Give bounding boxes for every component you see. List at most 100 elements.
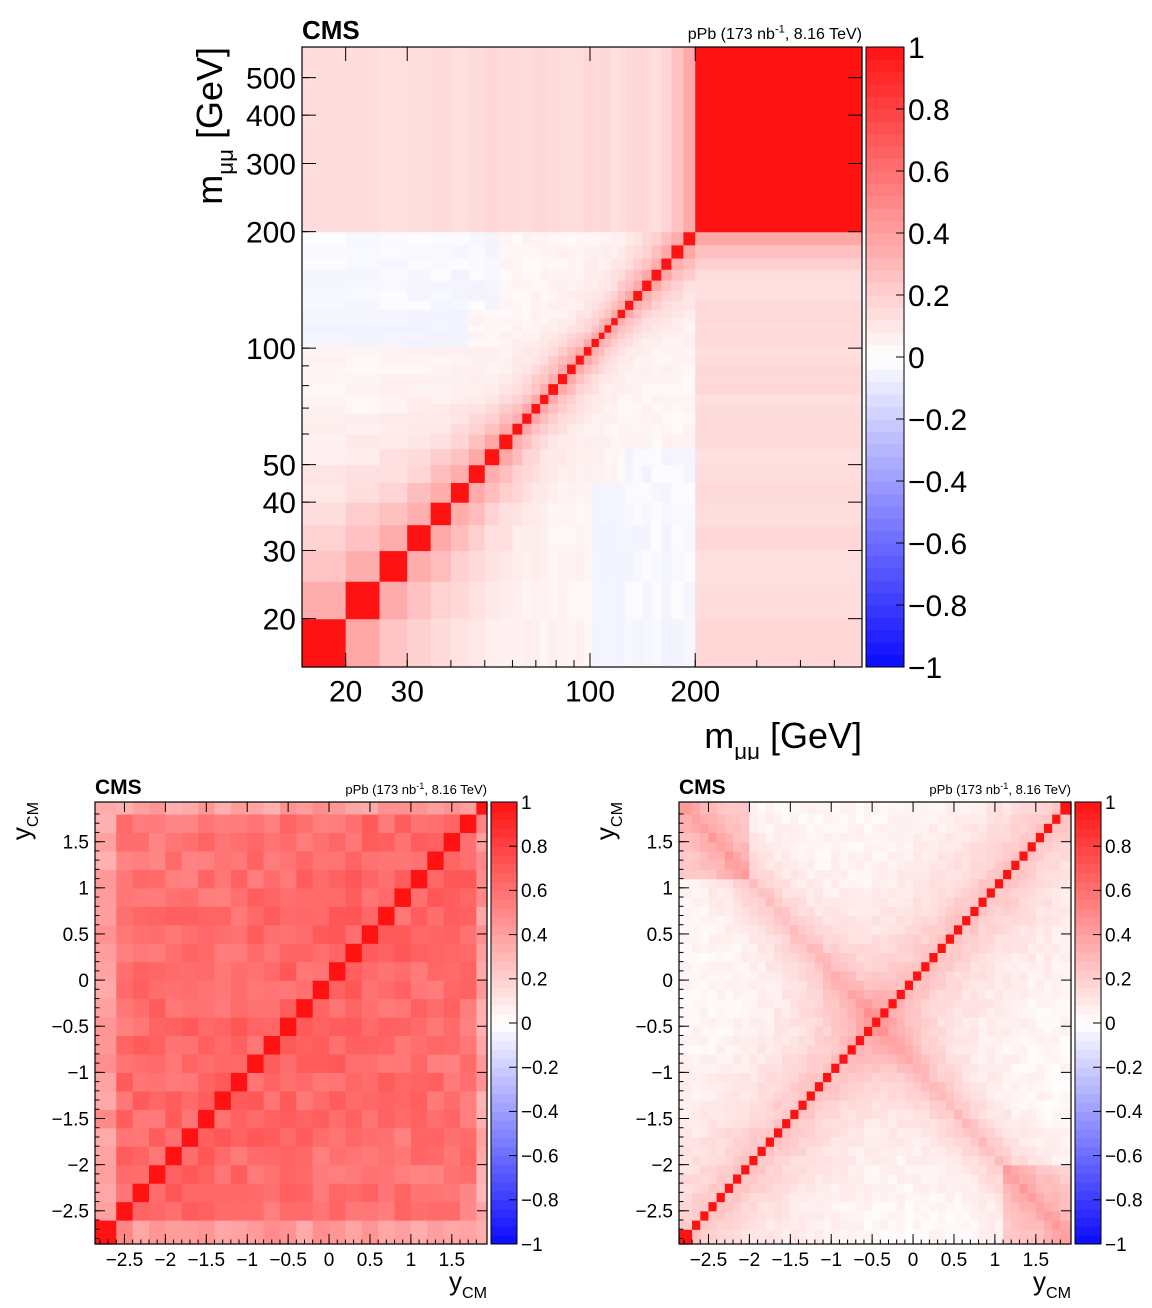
heatmap-cell (345, 1201, 363, 1221)
heatmap-cell (499, 363, 514, 375)
heatmap-cell (468, 257, 486, 270)
heatmap-cell (625, 550, 634, 582)
heatmap-cell (1003, 1081, 1012, 1092)
heatmap-cell (443, 1146, 461, 1166)
heatmap-cell (708, 989, 718, 1000)
heatmap-cell (591, 309, 600, 319)
heatmap-cell (1035, 1201, 1045, 1212)
heatmap-cell (733, 1210, 742, 1221)
heatmap-cell (651, 550, 662, 582)
heatmap-cell (994, 1173, 1004, 1184)
heatmap-cell (700, 924, 710, 935)
heatmap-cell (773, 832, 783, 843)
heatmap-cell (695, 464, 863, 483)
heatmap-cell (651, 464, 662, 483)
heatmap-cell (896, 887, 906, 898)
heatmap-cell (214, 924, 232, 944)
heatmap-cell (671, 290, 684, 301)
heatmap-cell (567, 279, 577, 291)
heatmap-cell (970, 1127, 980, 1138)
heatmap-cell (695, 423, 863, 435)
heatmap-cell (757, 915, 767, 926)
heatmap-cell (651, 346, 662, 356)
heatmap-cell (583, 324, 593, 333)
colorbar-tick-label: 0.2 (1105, 970, 1131, 991)
heatmap-cell (512, 47, 523, 233)
heatmap-cell (230, 869, 248, 889)
heatmap-cell (1027, 1072, 1037, 1083)
heatmap-cell (782, 998, 791, 1009)
heatmap-cell (522, 482, 533, 503)
heatmap-cell (913, 1201, 922, 1212)
heatmap-cell (708, 1192, 718, 1203)
heatmap-cell (1052, 823, 1061, 834)
heatmap-cell (468, 394, 486, 404)
heatmap-cell (296, 1053, 314, 1073)
heatmap-cell (847, 869, 857, 880)
heatmap-cell (149, 1109, 166, 1129)
heatmap-cell (978, 1081, 988, 1092)
heatmap-cell (95, 1164, 117, 1184)
heatmap-cell (896, 1081, 906, 1092)
heatmap-cell (749, 998, 759, 1009)
heatmap-cell (937, 1035, 947, 1046)
heatmap-cell (872, 1090, 881, 1101)
heatmap-cell (798, 1044, 808, 1055)
heatmap-cell (671, 269, 684, 281)
heatmap-cell (1052, 1164, 1061, 1175)
heatmap-cell (459, 943, 477, 963)
heatmap-cell (863, 1100, 873, 1110)
heatmap-cell (379, 448, 408, 466)
heatmap-cell (540, 317, 549, 326)
heatmap-cell (1035, 970, 1045, 981)
heatmap-cell (757, 813, 767, 824)
heatmap-cell (132, 1183, 150, 1203)
heatmap-cell (692, 1146, 701, 1157)
heatmap-cell (625, 332, 634, 339)
heatmap-cell (1011, 1109, 1021, 1120)
heatmap-cell (962, 1109, 971, 1120)
heatmap-cell (499, 317, 514, 326)
heatmap-cell (896, 1192, 906, 1203)
heatmap-cell (450, 412, 470, 424)
heatmap-cell (855, 1109, 865, 1120)
colorbar-tick-label: 0.4 (521, 925, 548, 946)
heatmap-cell (716, 878, 726, 889)
heatmap-cell (773, 1090, 783, 1101)
heatmap-cell (1043, 1109, 1053, 1120)
heatmap-cell (468, 269, 486, 281)
heatmap-cell (558, 412, 568, 424)
heatmap-cell (679, 1146, 693, 1157)
heatmap-cell (1027, 980, 1037, 990)
heatmap-cell (814, 813, 824, 824)
heatmap-cell (1011, 1118, 1021, 1129)
heatmap-cell (1060, 970, 1072, 981)
heatmap-cell (459, 1164, 477, 1184)
heatmap-cell (831, 1136, 841, 1147)
heatmap-cell (855, 1090, 865, 1101)
heatmap-cell (611, 373, 619, 385)
heatmap-cell (823, 869, 832, 880)
heatmap-cell (329, 924, 347, 944)
heatmap-cell (695, 244, 863, 259)
heatmap-cell (181, 869, 199, 889)
colorbar-step (1075, 1058, 1101, 1068)
heatmap-cell (484, 581, 500, 620)
colorbar-tick-label: 0.4 (908, 218, 950, 251)
heatmap-cell (782, 897, 791, 907)
heatmap-cell (116, 1164, 134, 1184)
heatmap-cell (855, 1173, 865, 1184)
heatmap-cell (1027, 1118, 1037, 1129)
heatmap-cell (379, 244, 408, 259)
heatmap-cell (823, 924, 832, 935)
heatmap-cell (683, 373, 696, 385)
heatmap-cell (904, 1201, 914, 1212)
heatmap-cell (279, 906, 297, 926)
heatmap-cell (611, 524, 619, 552)
heatmap-cell (1019, 1044, 1029, 1055)
heatmap-cell (329, 1127, 347, 1147)
heatmap-cell (247, 1127, 265, 1147)
heatmap-cell (700, 1183, 710, 1193)
heatmap-cell (1043, 1173, 1053, 1184)
heatmap-cell (798, 952, 808, 963)
